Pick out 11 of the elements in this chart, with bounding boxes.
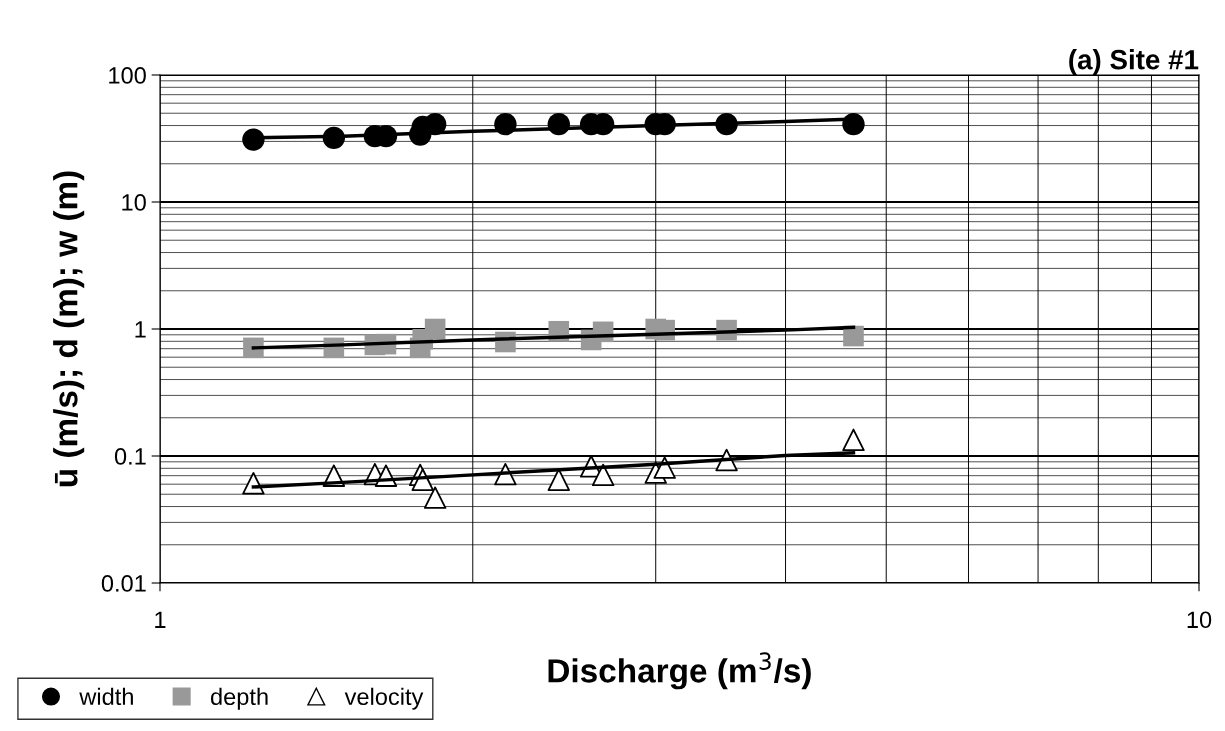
y-tick-label: 10 <box>122 194 146 211</box>
legend-label: depth <box>210 687 268 710</box>
x-axis-title: Discharge (m$^{3}$/s) <box>548 652 811 690</box>
y-tick-label: 1 <box>135 321 146 338</box>
y-tick-label: 0.01 <box>101 575 146 592</box>
legend-label: width <box>79 687 133 706</box>
chart-title: (a) Site #1 <box>1069 49 1199 75</box>
y-axis-title: ū (m/s); d (m); w (m) <box>53 171 85 487</box>
legend-label: velocity <box>344 687 424 710</box>
y-tick-label: 0.1 <box>114 448 146 465</box>
y-tick-label: 100 <box>109 67 146 84</box>
